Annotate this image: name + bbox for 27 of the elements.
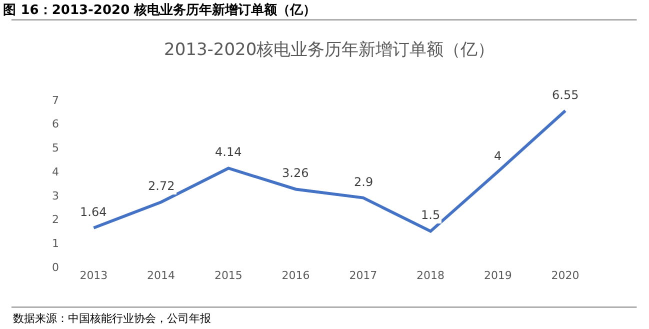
y-tick-label: 6: [52, 118, 59, 131]
x-tick-label: 2016: [282, 269, 310, 282]
x-tick-label: 2019: [484, 269, 512, 282]
y-tick-label: 2: [52, 213, 59, 226]
x-tick-label: 2014: [147, 269, 176, 282]
y-tick-label: 5: [52, 142, 59, 155]
data-label: 4.14: [215, 145, 242, 159]
data-label: 1.5: [421, 208, 440, 222]
data-label: 1.64: [80, 205, 107, 219]
x-tick-label: 2017: [349, 269, 378, 282]
x-tick-label: 2018: [416, 269, 445, 282]
y-tick-label: 0: [52, 260, 59, 274]
data-label: 6.55: [552, 88, 579, 102]
x-tick-label: 2013: [80, 269, 108, 282]
y-tick-label: 1: [52, 236, 59, 250]
x-tick-label: 2020: [551, 269, 580, 282]
chart-title: 图 16：2013-2020 核电业务历年新增订单额（亿）: [3, 2, 316, 18]
y-tick-label: 3: [52, 189, 59, 202]
data-label: 2.72: [148, 179, 175, 193]
x-tick-label: 2015: [214, 269, 242, 282]
data-label: 4: [494, 149, 502, 163]
source-note: 数据来源：中国核能行业协会，公司年报: [13, 312, 211, 325]
data-label: 3.26: [282, 166, 309, 180]
chart-subtitle: 2013-2020核电业务历年新增订单额（亿）: [164, 40, 495, 60]
data-label: 2.9: [354, 175, 374, 189]
y-tick-label: 4: [52, 165, 59, 178]
y-tick-label: 7: [52, 94, 59, 107]
